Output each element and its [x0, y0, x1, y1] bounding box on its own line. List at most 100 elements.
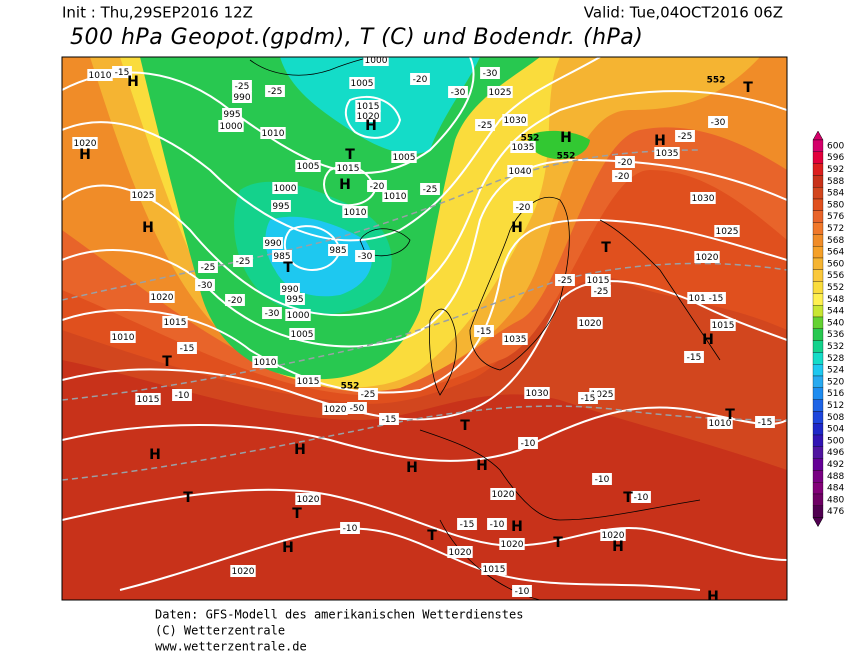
pressure-label-box: [524, 387, 550, 399]
colorbar-label: 520: [827, 377, 844, 387]
pressure-label-box: [355, 110, 381, 122]
pressure-label: 1005: [351, 79, 374, 89]
colorbar-label: 600: [827, 141, 844, 151]
colorbar-swatch: [812, 163, 824, 176]
pressure-label-box: [222, 108, 242, 120]
pressure-label-box: [272, 182, 298, 194]
pressure-label: 1015: [712, 321, 735, 331]
pressure-label-box: [218, 120, 244, 132]
pressure-label-box: [487, 86, 513, 98]
contour-label: 552: [341, 382, 360, 392]
pressure-label: 1015: [297, 377, 320, 387]
temperature-label-box: [262, 307, 282, 319]
colorbar-label: 488: [827, 472, 844, 482]
colorbar-swatch: [812, 316, 824, 329]
pressure-label-box: [263, 237, 283, 249]
pressure-label-box: [110, 331, 136, 343]
temperature-label-box: [591, 285, 611, 297]
temperature-label-box: [420, 183, 440, 195]
colorbar-swatch: [812, 423, 824, 436]
pressure-label-box: [355, 100, 381, 112]
pressure-label-box: [295, 375, 321, 387]
temperature-label-box: [578, 392, 598, 404]
colorbar-swatch: [812, 293, 824, 306]
temperature-label: -20: [615, 172, 630, 182]
pressure-label-box: [130, 189, 156, 201]
temperature-label-box: [480, 67, 500, 79]
pressure-label: 1025: [489, 88, 512, 98]
pressure-center: T: [553, 535, 563, 551]
temperature-label: -25: [236, 257, 251, 267]
colorbar-label: 484: [827, 484, 844, 494]
map-labels: 1010 1020 1025 1020 1015 1010 1010 1015 1015 1020…: [72, 57, 775, 600]
pressure-center: H: [127, 74, 139, 90]
pressure-label-box: [285, 309, 311, 321]
temperature-label-box: [708, 116, 728, 128]
pressure-label: 1030: [504, 116, 527, 126]
temperature-label: -15: [758, 418, 773, 428]
colorbar-label: 480: [827, 495, 844, 505]
pressure-center: H: [702, 332, 714, 348]
colorbar-swatch: [812, 198, 824, 211]
colorbar-label: 532: [827, 342, 844, 352]
colorbar-swatch: [812, 222, 824, 235]
temperature-label-box: [410, 73, 430, 85]
pressure-label-box: [149, 291, 175, 303]
pressure-label: 1020: [324, 405, 347, 415]
pressure-label: 1015: [587, 276, 610, 286]
colorbar-swatch: [812, 187, 824, 200]
map-title: 500 hPa Geopot.(gpdm), T (C) und Bodendr…: [70, 25, 643, 50]
pressure-center: H: [339, 177, 351, 193]
temperature-label: -20: [516, 203, 531, 213]
colorbar-label: 568: [827, 236, 844, 246]
colorbar-swatch: [812, 234, 824, 247]
colorbar-label: 492: [827, 460, 844, 470]
pressure-label-box: [342, 206, 368, 218]
pressure-label-box: [654, 147, 680, 159]
pressure-label: 1000: [274, 184, 297, 194]
pressure-label-box: [382, 190, 408, 202]
pressure-center: H: [612, 539, 624, 555]
pressure-label: 1020: [357, 112, 380, 122]
temperature-label: -30: [711, 118, 726, 128]
pressure-label: 1020: [696, 253, 719, 263]
pressure-label-box: [710, 319, 736, 331]
temperature-label: -25: [678, 132, 693, 142]
pressure-center: T: [725, 407, 735, 423]
pressure-center: T: [743, 80, 753, 96]
pressure-label-box: [322, 403, 348, 415]
pressure-label-box: [252, 356, 278, 368]
temperature-label: -50: [350, 404, 365, 414]
pressure-label: 1020: [74, 139, 97, 149]
pressure-label: 1020: [492, 490, 515, 500]
pressure-center: H: [654, 133, 666, 149]
temperature-label: -15: [115, 68, 130, 78]
pressure-label: 1020: [501, 540, 524, 550]
colorbar-label: 572: [827, 224, 844, 234]
pressure-label: 1010: [344, 208, 367, 218]
pressure-label: 1025: [132, 191, 155, 201]
colorbar-label: 584: [827, 189, 844, 199]
isotherms: [62, 149, 787, 481]
pressure-center: T: [183, 490, 193, 506]
pressure-label: 1020: [297, 495, 320, 505]
temperature-label: -25: [558, 276, 573, 286]
pressure-label: 1010: [709, 419, 732, 429]
temperature-label: -15: [460, 520, 475, 530]
colorbar-swatch: [812, 257, 824, 270]
pressure-label: 1005: [291, 330, 314, 340]
pressure-label-box: [295, 160, 321, 172]
colorbar-label: 496: [827, 448, 844, 458]
colorbar-label: 528: [827, 354, 844, 364]
colorbar-swatch: [812, 482, 824, 495]
temperature-label: -10: [490, 520, 505, 530]
pressure-label: 1020: [602, 531, 625, 541]
pressure-label: 1010: [89, 71, 112, 81]
colorbar-swatch: [812, 175, 824, 188]
temperature-label: -20: [370, 182, 385, 192]
temperature-label: -30: [483, 69, 498, 79]
pressure-label-box: [87, 69, 113, 81]
colorbar-swatch: [812, 387, 824, 400]
